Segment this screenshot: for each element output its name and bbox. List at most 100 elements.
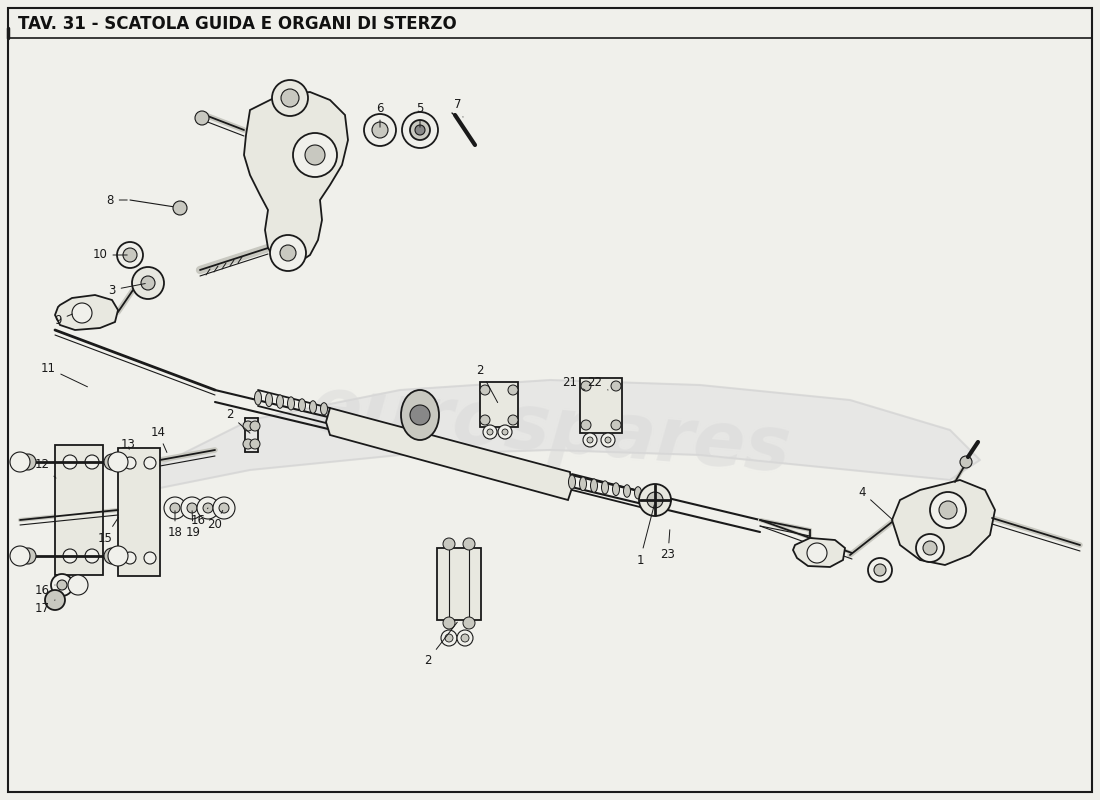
Text: 19: 19 <box>186 510 200 539</box>
Text: 2: 2 <box>425 622 458 666</box>
Text: 4: 4 <box>858 486 893 520</box>
Circle shape <box>170 503 180 513</box>
Circle shape <box>463 538 475 550</box>
Circle shape <box>916 534 944 562</box>
Circle shape <box>605 437 610 443</box>
Circle shape <box>124 457 136 469</box>
Circle shape <box>930 492 966 528</box>
Circle shape <box>372 122 388 138</box>
Circle shape <box>250 421 260 431</box>
Ellipse shape <box>287 397 295 410</box>
Circle shape <box>117 242 143 268</box>
Text: 14: 14 <box>151 426 167 453</box>
Polygon shape <box>326 408 572 500</box>
Circle shape <box>402 112 438 148</box>
Circle shape <box>480 415 490 425</box>
Circle shape <box>10 452 30 472</box>
Circle shape <box>807 543 827 563</box>
Ellipse shape <box>624 485 630 498</box>
Bar <box>437 548 481 620</box>
Circle shape <box>502 429 508 435</box>
Circle shape <box>182 497 204 519</box>
Text: 1: 1 <box>636 505 654 566</box>
Circle shape <box>45 590 65 610</box>
Circle shape <box>508 415 518 425</box>
Polygon shape <box>793 538 845 567</box>
Circle shape <box>960 456 972 468</box>
Text: 3: 3 <box>108 283 145 297</box>
Circle shape <box>10 546 30 566</box>
Text: 5: 5 <box>416 102 424 127</box>
Circle shape <box>456 630 473 646</box>
Circle shape <box>51 574 73 596</box>
Circle shape <box>132 267 164 299</box>
Circle shape <box>463 617 475 629</box>
Ellipse shape <box>569 475 575 489</box>
Circle shape <box>583 433 597 447</box>
Ellipse shape <box>265 393 273 406</box>
Circle shape <box>270 235 306 271</box>
Bar <box>480 382 518 427</box>
Circle shape <box>441 630 456 646</box>
Circle shape <box>443 617 455 629</box>
Circle shape <box>57 580 67 590</box>
Ellipse shape <box>309 401 317 414</box>
Ellipse shape <box>402 390 439 440</box>
Circle shape <box>243 439 253 449</box>
Circle shape <box>63 455 77 469</box>
Text: 21: 21 <box>562 375 585 390</box>
Text: 17: 17 <box>34 600 55 614</box>
Circle shape <box>587 437 593 443</box>
Text: 23: 23 <box>661 530 675 562</box>
Text: 18: 18 <box>167 510 183 539</box>
Text: 13: 13 <box>121 438 135 451</box>
Circle shape <box>647 492 663 508</box>
Circle shape <box>213 497 235 519</box>
Circle shape <box>581 381 591 391</box>
Polygon shape <box>244 92 348 265</box>
Ellipse shape <box>635 486 641 499</box>
Text: 22: 22 <box>587 375 608 390</box>
Circle shape <box>480 385 490 395</box>
Bar <box>580 378 622 433</box>
Circle shape <box>415 125 425 135</box>
Circle shape <box>280 89 299 107</box>
Text: 10: 10 <box>92 249 128 262</box>
Circle shape <box>498 425 512 439</box>
Circle shape <box>923 541 937 555</box>
Circle shape <box>483 425 497 439</box>
Ellipse shape <box>276 395 284 408</box>
Circle shape <box>446 634 453 642</box>
Text: eurospares: eurospares <box>306 372 794 488</box>
Circle shape <box>868 558 892 582</box>
Circle shape <box>85 549 99 563</box>
Circle shape <box>104 454 120 470</box>
Circle shape <box>601 433 615 447</box>
Circle shape <box>219 503 229 513</box>
Circle shape <box>410 405 430 425</box>
Circle shape <box>243 421 253 431</box>
Circle shape <box>272 80 308 116</box>
Circle shape <box>72 303 92 323</box>
Text: 2: 2 <box>476 363 497 402</box>
Circle shape <box>610 381 621 391</box>
Circle shape <box>63 549 77 563</box>
Text: TAV. 31 - SCATOLA GUIDA E ORGANI DI STERZO: TAV. 31 - SCATOLA GUIDA E ORGANI DI STER… <box>18 15 456 33</box>
Ellipse shape <box>613 482 619 495</box>
Text: 7: 7 <box>454 98 463 117</box>
Text: 9: 9 <box>54 314 73 326</box>
Circle shape <box>187 503 197 513</box>
Polygon shape <box>892 480 996 565</box>
Circle shape <box>461 634 469 642</box>
Circle shape <box>305 145 324 165</box>
Ellipse shape <box>254 391 262 405</box>
Circle shape <box>508 385 518 395</box>
Ellipse shape <box>298 399 306 411</box>
Circle shape <box>164 497 186 519</box>
Ellipse shape <box>602 481 608 494</box>
Text: 16: 16 <box>190 508 208 526</box>
Circle shape <box>108 546 128 566</box>
Circle shape <box>443 538 455 550</box>
Circle shape <box>410 120 430 140</box>
Circle shape <box>104 548 120 564</box>
